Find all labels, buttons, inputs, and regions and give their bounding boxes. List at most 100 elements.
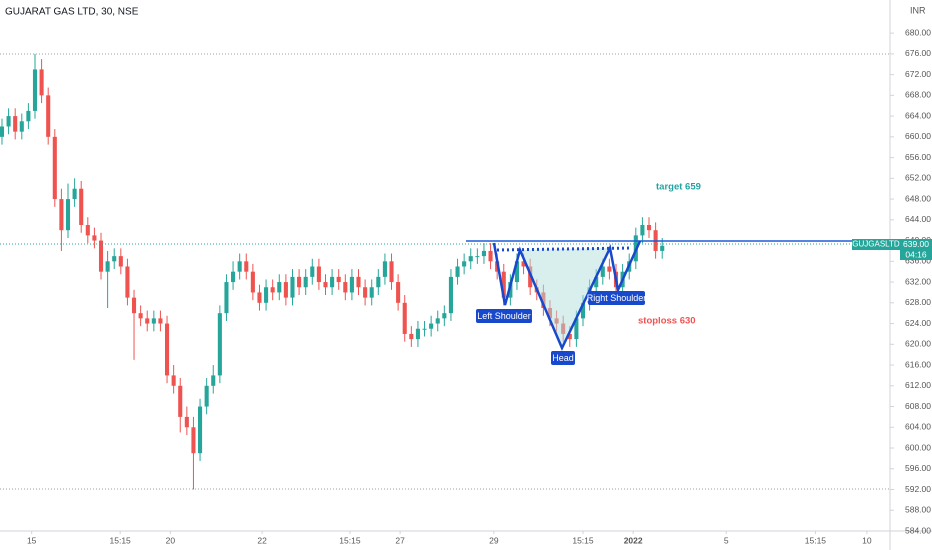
y-tick-label: 660.00	[905, 131, 931, 141]
candle-body	[567, 333, 572, 340]
candle-body	[435, 318, 440, 324]
candle-body	[52, 136, 57, 200]
candle-body	[244, 261, 249, 272]
y-tick-label: 608.00	[905, 401, 931, 411]
x-tick-label: 22	[257, 535, 267, 545]
candle-body	[594, 276, 599, 288]
annotation: Left Shoulder	[477, 311, 531, 321]
x-tick-label: 15:15	[572, 535, 594, 545]
y-tick-label: 636.00	[905, 256, 931, 266]
candle-body	[198, 406, 203, 454]
y-tick-label: 668.00	[905, 90, 931, 100]
candle-body	[316, 266, 321, 283]
candle-body	[448, 276, 453, 314]
x-tick-label: 27	[395, 535, 405, 545]
candle-body	[409, 333, 414, 340]
currency: INR	[910, 5, 926, 15]
candle-body	[224, 282, 229, 314]
annotation: Right Shoulder	[587, 293, 647, 303]
y-tick-label: 628.00	[905, 297, 931, 307]
axes: 584.00 588.00 592.00 596.00 600.00 604.00 608.…	[27, 27, 931, 545]
candle-body	[191, 427, 196, 454]
candle-body	[297, 276, 302, 288]
candle-body	[231, 271, 236, 283]
candle-body	[164, 323, 170, 376]
candle-body	[13, 116, 18, 132]
candle-body	[178, 385, 183, 417]
x-tick-label: 15:15	[110, 535, 132, 545]
y-tick-label: 648.00	[905, 193, 931, 203]
x-tick-label: 20	[166, 535, 176, 545]
x-tick-label: 15	[27, 535, 37, 545]
y-tick-label: 644.00	[905, 214, 931, 224]
y-tick-label: 656.00	[905, 152, 931, 162]
candle-body	[217, 313, 222, 376]
candle-body	[600, 266, 605, 277]
candle-body	[607, 266, 612, 272]
candle-body	[105, 261, 110, 272]
candle-body	[382, 261, 387, 277]
candle-body	[250, 271, 255, 293]
candle-body	[270, 287, 275, 293]
label-box	[588, 291, 645, 305]
x-tick-label: 5	[724, 535, 729, 545]
y-tick-label: 676.00	[905, 48, 931, 58]
annotation: target 659	[656, 182, 701, 193]
candle-body	[389, 261, 394, 283]
y-tick-label: 632.00	[905, 276, 931, 286]
y-tick-label: 588.00	[905, 505, 931, 515]
candle-body	[237, 261, 242, 272]
candle-body	[369, 287, 374, 298]
annotation: Head	[552, 353, 574, 363]
candle-body	[98, 240, 104, 272]
candle-body	[283, 282, 288, 298]
candle-body	[646, 225, 652, 231]
y-tick-label: 592.00	[905, 484, 931, 494]
candle-body	[65, 199, 71, 231]
candle-body	[356, 276, 361, 288]
countdown: 04:16	[905, 249, 927, 259]
label-box	[476, 309, 532, 323]
y-tick-label: 584.00	[905, 525, 931, 535]
candle-body	[171, 375, 176, 386]
candle-body	[290, 276, 295, 298]
candle-body	[660, 245, 665, 251]
candle-body	[343, 282, 348, 293]
x-tick-label: 29	[489, 535, 499, 545]
candle-body	[442, 313, 447, 319]
last-price: 639.00	[903, 239, 929, 249]
candle-body	[59, 199, 64, 231]
x-tick-label: 15:15	[805, 535, 827, 545]
candle-body	[415, 328, 420, 340]
y-tick-label: 616.00	[905, 359, 931, 369]
candle-body	[72, 188, 77, 200]
candle-body	[455, 266, 460, 277]
candle-body	[349, 276, 354, 293]
pattern-line	[492, 240, 642, 352]
candle-body	[475, 256, 480, 258]
candle-body	[468, 256, 473, 262]
x-tick-label: 10	[862, 535, 872, 545]
symbol-box	[852, 239, 900, 250]
symbol-label: GUJGASLTD	[852, 240, 900, 249]
x-tick-label: 15:15	[339, 535, 361, 545]
candle-body	[125, 266, 130, 298]
candle-body	[396, 282, 401, 303]
candle-body	[204, 385, 209, 407]
candle-body	[580, 302, 586, 319]
candle-body	[0, 126, 5, 137]
candle-body	[422, 328, 427, 330]
candle-body	[574, 318, 579, 340]
candle-body	[211, 375, 216, 386]
candle-body	[277, 282, 282, 293]
candle-body	[481, 250, 487, 257]
candle-body	[303, 276, 308, 288]
pattern-fill	[520, 248, 610, 348]
candle-body	[151, 318, 156, 324]
candle-body	[46, 95, 51, 137]
candle-body	[402, 302, 407, 334]
candle-body	[376, 276, 381, 288]
candle-body	[138, 313, 143, 319]
